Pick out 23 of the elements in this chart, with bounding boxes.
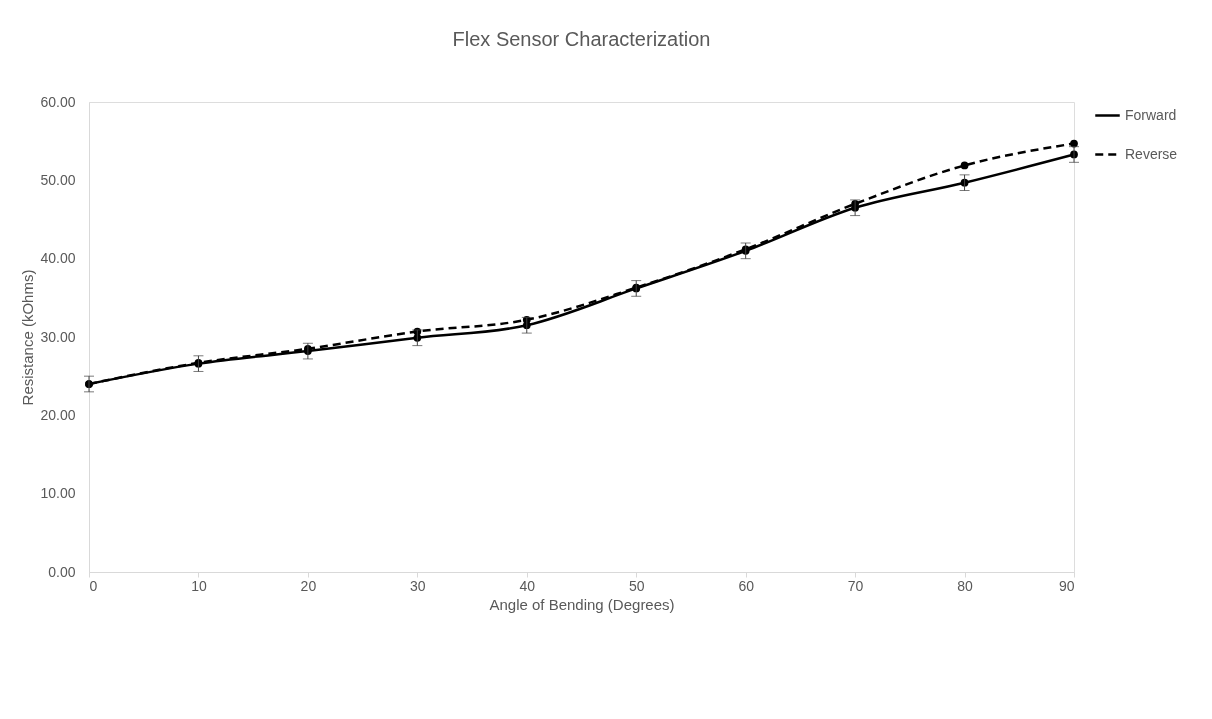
point [960,161,969,170]
x-tick-label: 50 [628,577,645,594]
y-tick-label: 50.00 [40,171,76,188]
y-tick-label: 60.00 [40,93,76,110]
legend-label: Reverse [1125,145,1178,162]
chart-title: Flex Sensor Characterization [452,28,711,50]
x-tick-label: 60 [738,577,755,594]
x-tick-label: 20 [300,577,317,594]
y-tick-label: 30.00 [40,328,76,345]
y-tick-label: 40.00 [40,250,76,267]
x-tick-label: 0 [89,577,98,594]
y-tick-label: 20.00 [40,406,76,423]
y-tick-label: 10.00 [40,485,76,502]
x-tick-label: 30 [410,577,426,594]
y-tick-label: 0.00 [48,563,76,580]
legend-label: Forward [1125,106,1177,123]
x-tick-label: 40 [519,577,536,594]
x-tick-label: 80 [957,577,974,594]
x-tick-label: 90 [1058,577,1075,594]
x-tick-label: 70 [847,577,864,594]
y-axis-title: Resistance (kOhms) [19,269,37,406]
x-axis-title: Angle of Bending (Degrees) [489,595,675,613]
x-tick-label: 10 [191,577,207,594]
